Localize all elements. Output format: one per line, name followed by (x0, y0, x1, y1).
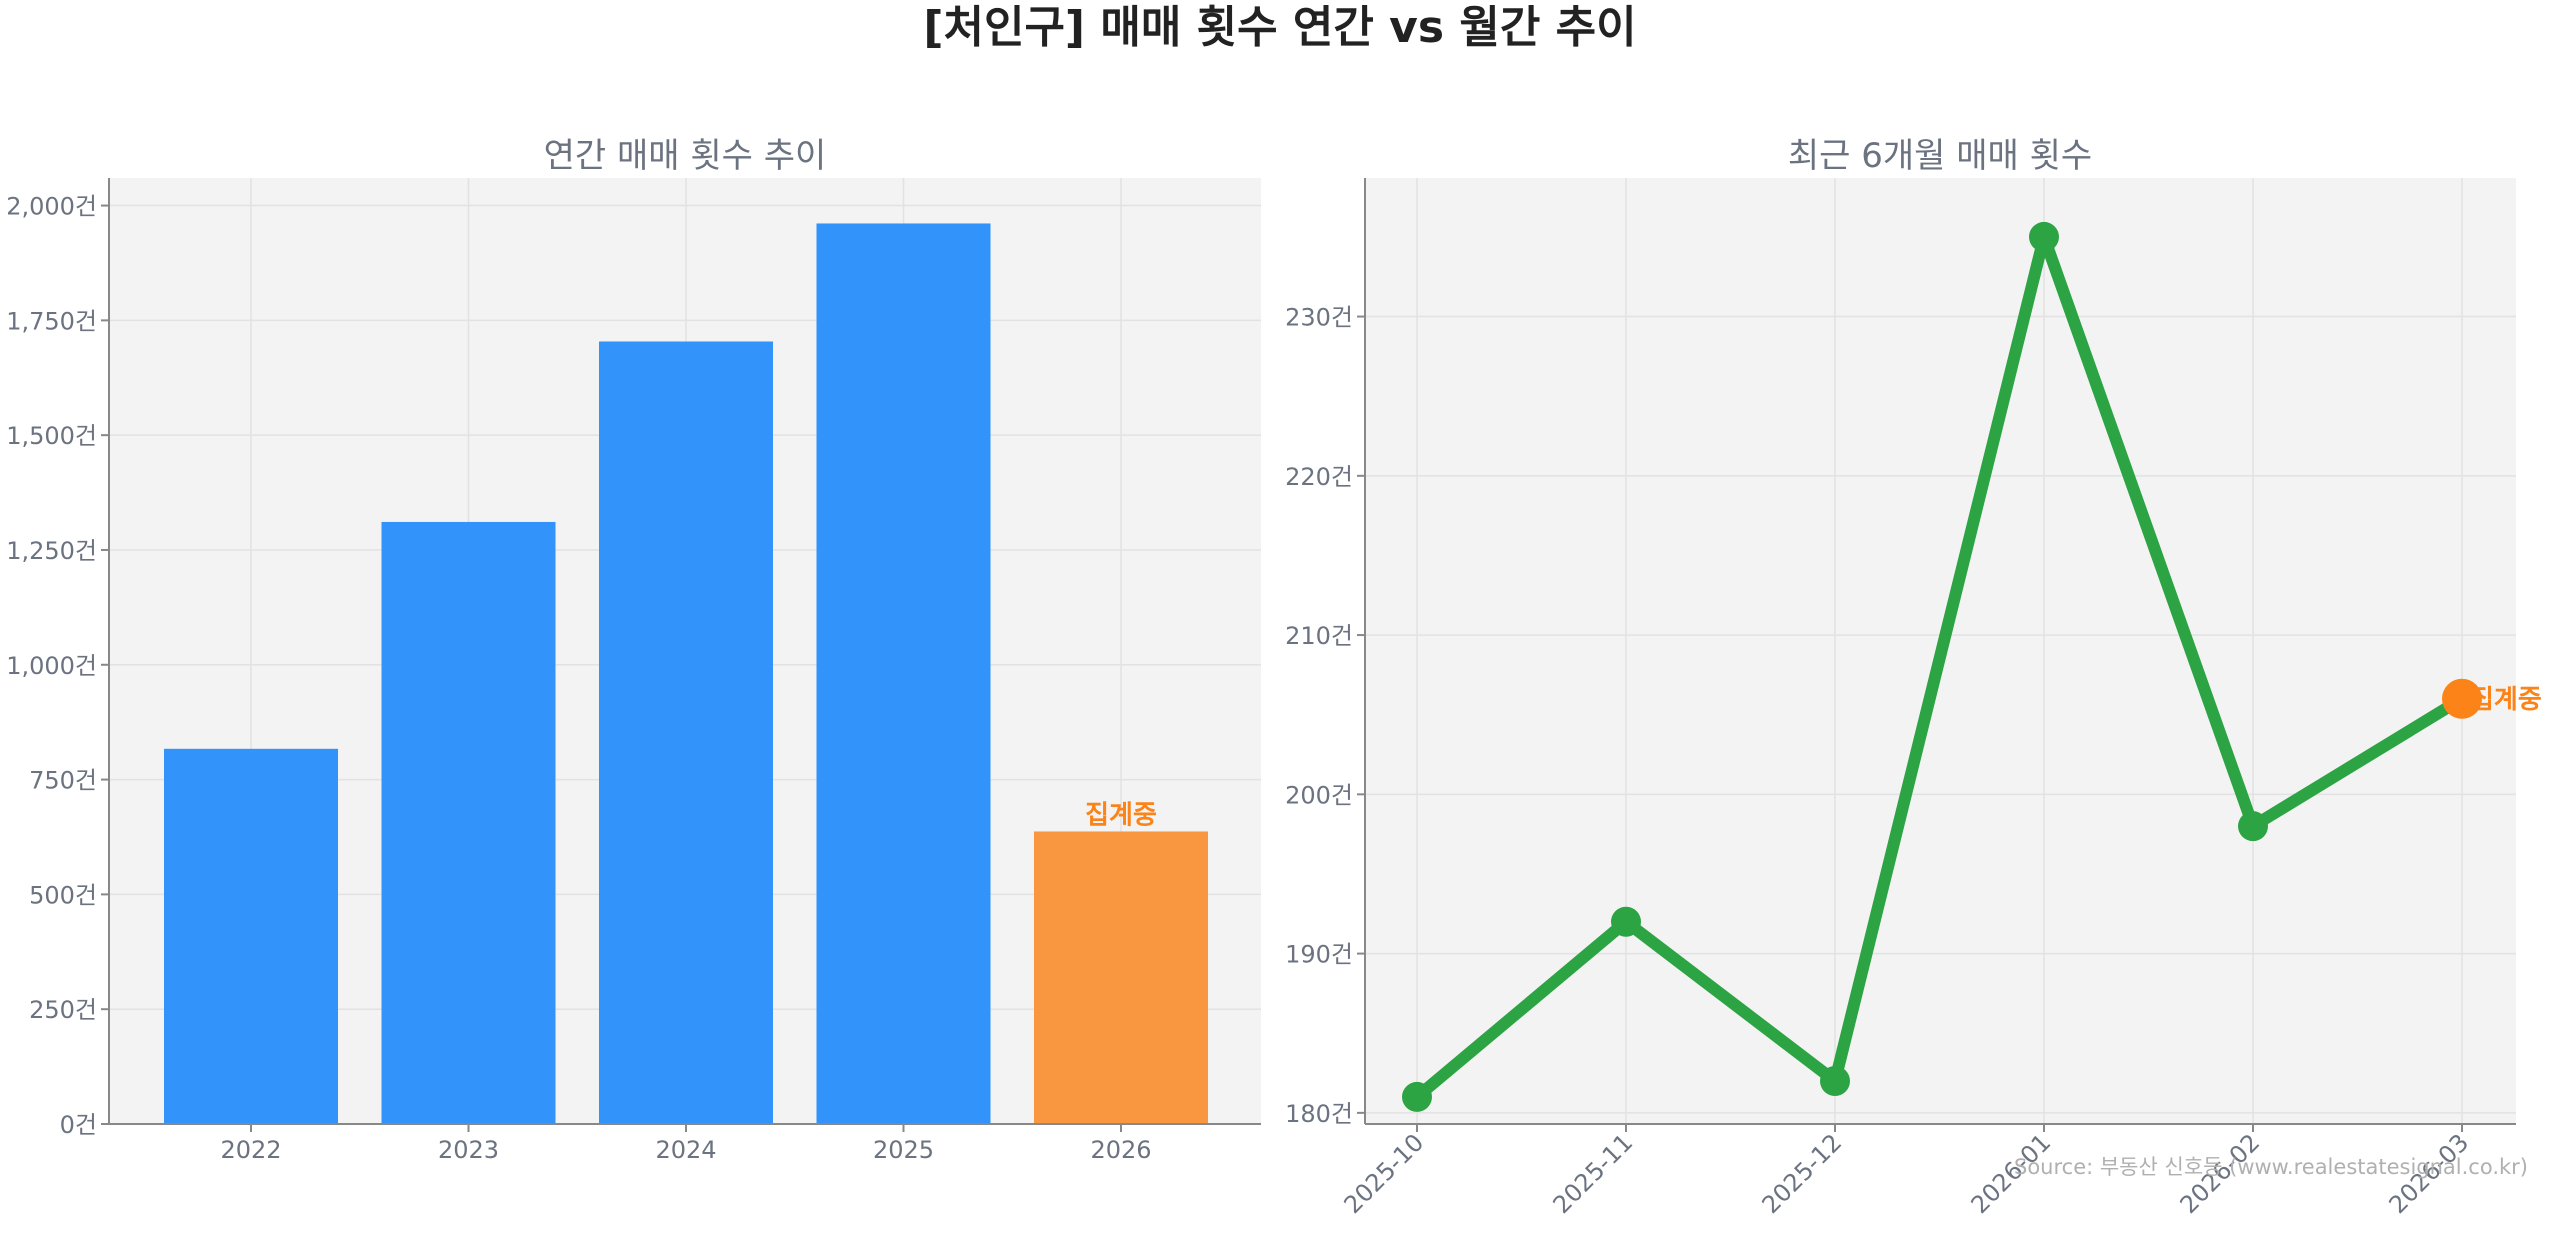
source-credit: Source: 부동산 신호등 (www.realestatesignal.co… (2014, 1155, 2528, 1179)
point-2025-10 (1402, 1081, 1432, 1112)
y-tick-label: 1,250건 (6, 537, 97, 565)
x-tick-label: 2025-12 (1757, 1128, 1848, 1219)
y-tick-label: 250건 (29, 996, 97, 1024)
y-tick-label: 190건 (1285, 941, 1353, 969)
bar-2024 (599, 341, 773, 1124)
y-axis-ticks: 180건 190건 200건 210건 220건 230건 (1285, 304, 1365, 1128)
x-tick-label: 2024 (655, 1136, 716, 1164)
y-tick-label: 220건 (1285, 463, 1353, 491)
x-tick-label: 2025 (873, 1136, 934, 1164)
annual-bar-chart: 0건 250건 500건 750건 1,000건 1,250건 1,500건 1,750건 2,… (6, 136, 1261, 1164)
aggregating-label: 집계중 (2470, 685, 2542, 715)
bar-2022 (164, 748, 338, 1124)
gridlines (1365, 178, 2516, 1124)
y-tick-label: 0건 (60, 1111, 97, 1139)
x-tick-label: 2025-11 (1548, 1128, 1639, 1219)
y-tick-label: 180건 (1285, 1100, 1353, 1128)
bars (164, 223, 1208, 1124)
y-tick-label: 230건 (1285, 304, 1353, 332)
series-path (1411, 230, 2468, 1103)
series-line (1411, 230, 2468, 1103)
x-tick-label: 2022 (220, 1136, 281, 1164)
monthly-chart-title: 최근 6개월 매매 횟수 (1788, 136, 2092, 176)
y-tick-label: 1,000건 (6, 652, 97, 680)
series-points (1402, 221, 2482, 1112)
y-tick-label: 210건 (1285, 622, 1353, 650)
point-2026-02 (2238, 811, 2268, 842)
x-tick-label: 2023 (438, 1136, 499, 1164)
y-tick-label: 750건 (29, 767, 97, 795)
x-axis-ticks: 2022 2023 2024 2025 2026 (220, 1124, 1152, 1164)
point-2025-11 (1611, 906, 1641, 937)
point-2026-03 (2442, 678, 2482, 719)
monthly-line-chart: 180건 190건 200건 210건 220건 230건 2025-10 2025-11 2… (1285, 136, 2542, 1219)
aggregating-label: 집계중 (1085, 800, 1157, 830)
annual-chart-title: 연간 매매 횟수 추이 (544, 136, 827, 176)
y-tick-label: 1,500건 (6, 422, 97, 450)
point-2026-01 (2029, 221, 2059, 252)
y-axis-ticks: 0건 250건 500건 750건 1,000건 1,250건 1,500건 1,750건 2,… (6, 193, 109, 1139)
bar-2026 (1034, 831, 1208, 1124)
x-tick-label: 2025-10 (1339, 1128, 1430, 1219)
y-tick-label: 2,000건 (6, 193, 97, 221)
y-tick-label: 1,750건 (6, 307, 97, 335)
y-tick-label: 500건 (29, 881, 97, 909)
figure-title: [처인구] 매매 횟수 연간 vs 월간 추이 (923, 2, 1636, 53)
y-tick-label: 200건 (1285, 781, 1353, 809)
x-tick-label: 2026 (1090, 1136, 1151, 1164)
point-2025-12 (1820, 1066, 1850, 1096)
bar-2025 (816, 223, 991, 1124)
bar-2023 (381, 521, 556, 1124)
